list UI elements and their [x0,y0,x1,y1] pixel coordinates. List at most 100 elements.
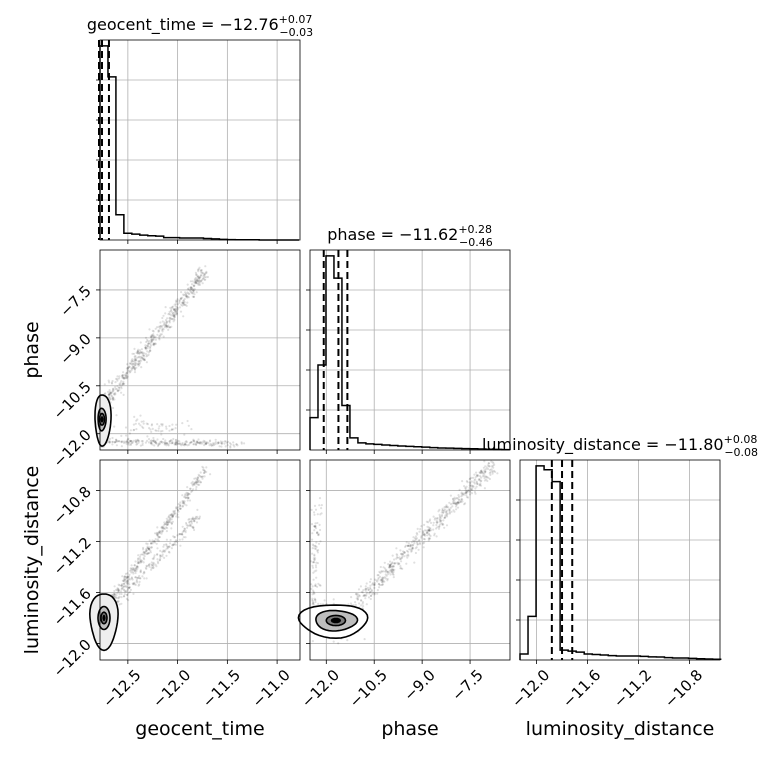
scatter-point [390,570,393,573]
scatter-point [110,391,113,394]
scatter-point [113,594,116,597]
scatter-point [458,495,461,498]
scatter-point [128,365,131,369]
scatter-point [148,547,151,550]
scatter-point [112,396,115,399]
scatter-point [167,443,170,446]
scatter-point [123,593,126,596]
scatter-point [381,576,384,579]
scatter-point [315,531,319,535]
scatter-point [118,603,121,606]
scatter-point [310,587,313,591]
scatter-point [155,531,159,535]
scatter-point [130,440,133,443]
scatter-point [181,301,184,304]
scatter-point [438,519,441,522]
scatter-point [125,375,128,378]
scatter-point [150,339,153,342]
scatter-point [203,273,206,276]
scatter-point [365,594,368,597]
scatter-point [456,501,459,504]
scatter-point [168,320,171,323]
scatter-point [121,382,124,386]
scatter-point [153,540,156,543]
scatter-point [151,563,154,566]
scatter-point [478,483,481,486]
scatter-point [152,439,155,442]
scatter-point [181,538,184,541]
scatter-point [177,442,180,445]
scatter-point [184,293,187,296]
scatter-point [374,578,377,581]
scatter-point [129,569,132,572]
scatter-point [174,299,178,302]
scatter-point [145,549,148,552]
scatter-point [199,269,202,272]
scatter-point [133,367,136,370]
scatter-point [122,377,125,380]
scatter-point [204,443,207,446]
scatter-point [388,569,392,572]
scatter-point [378,575,382,578]
scatter-point [157,443,160,446]
scatter-point [120,592,123,596]
scatter-point [158,337,161,340]
scatter-point [120,385,123,388]
scatter-point [194,282,198,285]
scatter-point [197,441,200,445]
scatter-point [157,536,160,539]
scatter-point [122,382,125,385]
scatter-point [188,520,191,523]
scatter-point [195,273,198,276]
scatter-point [123,576,126,579]
scatter-point [361,601,365,604]
scatter-point [150,423,154,426]
scatter-point [314,522,317,525]
scatter-point [150,439,153,442]
scatter-point [382,577,385,580]
scatter-point [130,569,133,572]
scatter-point [171,516,174,519]
scatter-point [493,469,496,472]
scatter-point [145,422,148,425]
scatter-point [169,316,172,319]
scatter-point [197,275,200,278]
scatter-point [173,443,176,446]
scatter-point [409,545,412,548]
scatter-point [156,538,159,541]
scatter-point [127,576,130,579]
scatter-point [164,549,167,552]
scatter-point [360,590,363,594]
scatter-point [125,372,128,375]
scatter-point [373,592,377,595]
scatter-point [153,336,156,339]
scatter-point [186,301,189,304]
scatter-point [201,441,204,444]
scatter-point [112,388,115,391]
scatter-point [131,582,134,585]
scatter-point [194,271,197,274]
scatter-point [323,599,326,602]
scatter-point [189,290,192,293]
scatter-point [363,594,366,597]
scatter-point [138,352,141,355]
scatter-point [160,532,163,535]
scatter-point [468,478,471,481]
scatter-point [198,283,201,286]
scatter-point [192,438,195,441]
scatter-point [162,549,165,552]
scatter-point [332,640,335,643]
scatter-point [199,274,202,277]
scatter-point [452,502,455,505]
scatter-point [463,493,466,496]
scatter-point [204,442,207,445]
scatter-point [141,560,144,563]
scatter-point [185,294,188,297]
scatter-point [313,529,316,532]
scatter-point [137,561,140,564]
scatter-point [183,527,186,530]
scatter-point [465,494,468,497]
scatter-point [471,485,474,488]
scatter-point [168,442,171,445]
scatter-point [177,442,180,445]
